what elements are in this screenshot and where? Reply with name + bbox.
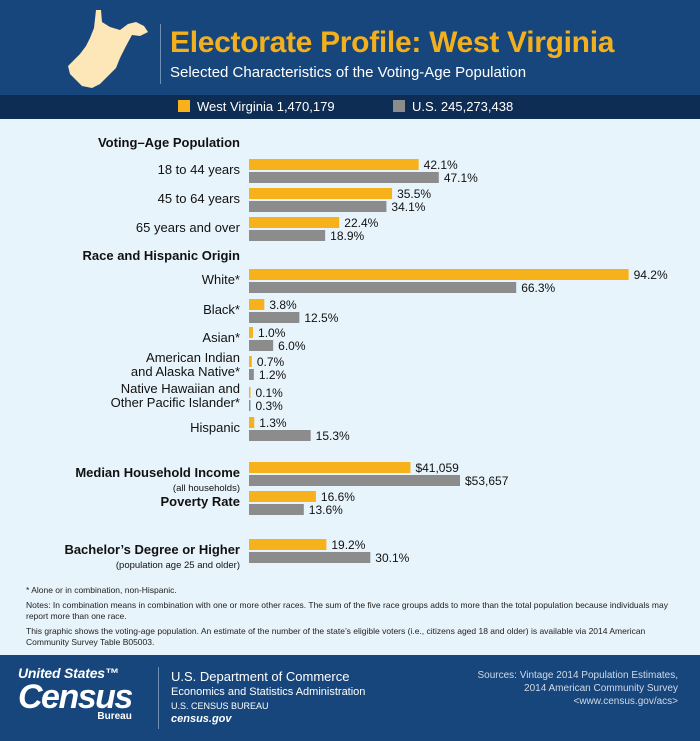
bar-us-native-hawaiian-and-other-pacific-islander	[249, 400, 251, 411]
bar-us-18-to-44-years	[249, 172, 439, 183]
sources-link[interactable]: <www.census.gov/acs>	[573, 696, 679, 707]
row-label-white: White*	[202, 272, 240, 287]
bureau-name: U.S. CENSUS BUREAU	[171, 701, 269, 711]
row-label-native-hawaiian-and-other-pacific-islander: Native Hawaiian and	[121, 381, 240, 396]
bar-us-white	[249, 282, 517, 293]
sources-line: Sources: Vintage 2014 Population Estimat…	[477, 670, 679, 681]
data-label-us-asian: 6.0%	[278, 339, 306, 353]
footnotes: * Alone or in combination, non-Hispanic.…	[26, 585, 686, 652]
bar-west-virginia-native-hawaiian-and-other-pacific-islander	[249, 387, 251, 398]
bar-us-black	[249, 312, 300, 323]
data-label-us-median-household-income: $53,657	[465, 474, 509, 488]
row-label-hispanic: Hispanic	[190, 420, 240, 435]
data-label-west-virginia-white: 94.2%	[634, 268, 668, 282]
logo-bottom-text: Bureau	[97, 711, 132, 722]
bar-us-hispanic	[249, 430, 311, 441]
census-bureau-logo: United States™ Census Bureau	[18, 665, 133, 722]
bar-west-virginia-median-household-income	[249, 462, 411, 473]
row-label-65-years-and-over: 65 years and over	[136, 220, 241, 235]
legend-item-west-virginia: West Virginia 1,470,179	[178, 99, 335, 114]
bar-west-virginia-asian	[249, 327, 254, 338]
section-heading: Race and Hispanic Origin	[83, 248, 241, 263]
data-label-west-virginia-bachelor-s-degree-or-higher: 19.2%	[331, 538, 365, 552]
legend-label-west-virginia: West Virginia 1,470,179	[197, 99, 335, 114]
bar-west-virginia-white	[249, 269, 629, 280]
bar-west-virginia-poverty-rate	[249, 491, 316, 502]
data-label-us-white: 66.3%	[521, 281, 555, 295]
bar-us-american-indian-and-alaska-native	[249, 369, 254, 380]
bar-west-virginia-american-indian-and-alaska-native	[249, 356, 252, 367]
footnote-notes: Notes: In combination means in combinati…	[26, 600, 668, 621]
data-label-west-virginia-poverty-rate: 16.6%	[321, 490, 355, 504]
header-banner: Electorate Profile: West Virginia Select…	[0, 0, 700, 95]
department-info: U.S. Department of Commerce Economics an…	[171, 669, 365, 725]
page-title: Electorate Profile: West Virginia	[170, 26, 615, 59]
data-label-west-virginia-native-hawaiian-and-other-pacific-islander: 0.1%	[256, 386, 284, 400]
bar-us-poverty-rate	[249, 504, 304, 515]
page-subtitle: Selected Characteristics of the Voting-A…	[170, 64, 527, 81]
bar-west-virginia-65-years-and-over	[249, 217, 340, 228]
bar-us-median-household-income	[249, 475, 460, 486]
row-label-poverty-rate: Poverty Rate	[161, 494, 240, 509]
bar-us-45-to-64-years	[249, 201, 387, 212]
footer: United States™ Census Bureau U.S. Depart…	[0, 655, 700, 741]
data-label-west-virginia-black: 3.8%	[269, 298, 297, 312]
legend-item-us: U.S. 245,273,438	[393, 99, 513, 114]
legend: West Virginia 1,470,179 U.S. 245,273,438	[0, 95, 700, 119]
row-sublabel: (all households)	[173, 483, 240, 494]
section-heading: Voting–Age Population	[98, 135, 240, 150]
bar-chart: Voting–Age Population 18 to 44 years 42.1%…	[64, 135, 668, 571]
data-label-west-virginia-18-to-44-years: 42.1%	[424, 158, 458, 172]
data-label-us-black: 12.5%	[304, 311, 338, 325]
header-divider	[160, 24, 161, 84]
row-sublabel: (population age 25 and older)	[116, 560, 240, 571]
footnote-graphic: This graphic shows the voting-age popula…	[26, 626, 646, 647]
data-label-west-virginia-asian: 1.0%	[258, 326, 286, 340]
data-label-west-virginia-hispanic: 1.3%	[259, 416, 287, 430]
data-label-us-45-to-64-years: 34.1%	[391, 200, 425, 214]
row-label-median-household-income: Median Household Income	[75, 465, 240, 480]
row-label-asian: Asian*	[202, 330, 240, 345]
data-label-west-virginia-american-indian-and-alaska-native: 0.7%	[257, 355, 285, 369]
row-label-45-to-64-years: 45 to 64 years	[158, 191, 241, 206]
sources-line: 2014 American Community Survey	[524, 683, 678, 694]
legend-swatch-us	[393, 100, 405, 112]
sources: Sources: Vintage 2014 Population Estimat…	[478, 669, 679, 708]
data-label-west-virginia-median-household-income: $41,059	[415, 461, 459, 475]
bar-west-virginia-black	[249, 299, 265, 310]
data-label-west-virginia-65-years-and-over: 22.4%	[344, 216, 378, 230]
data-label-us-18-to-44-years: 47.1%	[444, 171, 478, 185]
bar-west-virginia-18-to-44-years	[249, 159, 419, 170]
data-label-us-american-indian-and-alaska-native: 1.2%	[259, 368, 287, 382]
data-label-west-virginia-45-to-64-years: 35.5%	[397, 187, 431, 201]
bar-us-asian	[249, 340, 274, 351]
row-label-black: Black*	[203, 302, 240, 317]
logo-main-text: Census	[18, 678, 133, 716]
bar-us-65-years-and-over	[249, 230, 326, 241]
row-label-american-indian-and-alaska-native: and Alaska Native*	[131, 364, 240, 379]
legend-swatch-west-virginia	[178, 100, 190, 112]
row-label-bachelor-s-degree-or-higher: Bachelor’s Degree or Higher	[64, 542, 240, 557]
census-link[interactable]: census.gov	[171, 713, 232, 725]
bar-west-virginia-hispanic	[249, 417, 255, 428]
data-label-us-bachelor-s-degree-or-higher: 30.1%	[375, 551, 409, 565]
department-subtitle: Economics and Statistics Administration	[171, 686, 366, 698]
row-label-native-hawaiian-and-other-pacific-islander: Other Pacific Islander*	[111, 395, 240, 410]
legend-label-us: U.S. 245,273,438	[412, 99, 514, 114]
data-label-us-native-hawaiian-and-other-pacific-islander: 0.3%	[256, 399, 284, 413]
footnote-asterisk: * Alone or in combination, non-Hispanic.	[26, 585, 177, 595]
logo-top-text: United States™	[18, 665, 119, 681]
bar-west-virginia-45-to-64-years	[249, 188, 393, 199]
data-label-us-65-years-and-over: 18.9%	[330, 229, 364, 243]
department-name: U.S. Department of Commerce	[171, 669, 350, 684]
footer-divider	[158, 667, 159, 729]
bar-us-bachelor-s-degree-or-higher	[249, 552, 371, 563]
data-label-us-poverty-rate: 13.6%	[309, 503, 343, 517]
bar-west-virginia-bachelor-s-degree-or-higher	[249, 539, 327, 550]
west-virginia-map-icon	[68, 10, 148, 88]
row-label-american-indian-and-alaska-native: American Indian	[146, 350, 240, 365]
data-label-us-hispanic: 15.3%	[316, 429, 350, 443]
row-label-18-to-44-years: 18 to 44 years	[158, 162, 241, 177]
